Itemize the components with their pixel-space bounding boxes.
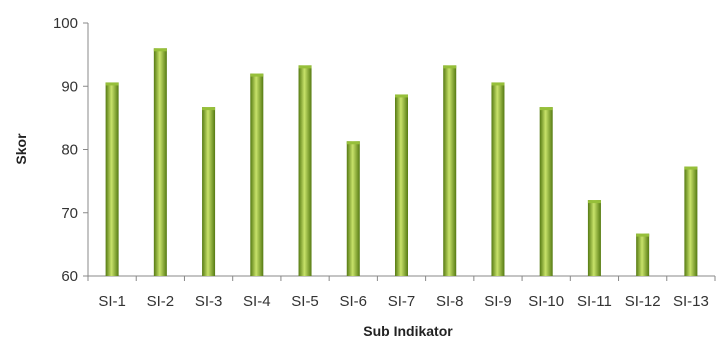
y-tick-label: 90: [61, 78, 78, 95]
bar-body: [587, 200, 601, 276]
bar-body: [491, 82, 505, 276]
bar-cap: [346, 141, 360, 145]
x-tick-label: SI-8: [436, 293, 464, 310]
bar: [153, 48, 167, 276]
bar-body: [346, 141, 360, 276]
bar: [202, 107, 216, 276]
y-tick-label: 60: [61, 268, 78, 285]
x-tick-label: SI-11: [577, 293, 612, 310]
bar: [539, 107, 553, 276]
bar: [298, 65, 312, 276]
x-tick-label: SI-13: [673, 293, 709, 310]
bar-body: [684, 166, 698, 276]
y-tick-label: 70: [61, 205, 78, 222]
x-tick-label: SI-4: [243, 293, 271, 310]
bar-body: [250, 73, 264, 276]
bar-body: [298, 65, 312, 276]
bar-cap: [250, 73, 264, 77]
bar: [346, 141, 360, 276]
y-tick-label: 80: [61, 142, 78, 159]
bar: [587, 200, 601, 276]
bar-body: [105, 82, 119, 276]
x-tick-label: SI-5: [291, 293, 319, 310]
y-axis-title: Skor: [13, 133, 29, 165]
bar: [105, 82, 119, 276]
x-tick-label: SI-12: [625, 293, 661, 310]
x-tick-label: SI-3: [195, 293, 223, 310]
bar-body: [202, 107, 216, 276]
bar: [491, 82, 505, 276]
bars: [105, 48, 698, 276]
x-tick-label: SI-2: [147, 293, 175, 310]
bar-body: [539, 107, 553, 276]
bar-cap: [105, 82, 119, 86]
x-axis-title: Sub Indikator: [363, 323, 453, 339]
bar: [250, 73, 264, 276]
y-tick-label: 100: [53, 15, 78, 32]
bar-body: [443, 65, 457, 276]
bar-cap: [636, 233, 650, 237]
x-tick-label: SI-10: [528, 293, 564, 310]
bar-cap: [202, 107, 216, 111]
bar-cap: [298, 65, 312, 69]
bar-cap: [587, 200, 601, 204]
x-axis: SI-1 SI-2 SI-3 SI-4 SI-5 SI-6 SI-7 SI-8 SI-9 SI-1…: [87, 275, 716, 310]
bar-cap: [491, 82, 505, 86]
bar-cap: [153, 48, 167, 52]
bar-cap: [395, 94, 408, 98]
bar: [395, 94, 408, 276]
y-axis: 60 70 80 90 100: [53, 15, 89, 285]
x-tick-label: SI-6: [340, 293, 368, 310]
bar-body: [395, 94, 408, 276]
x-tick-label: SI-7: [388, 293, 416, 310]
x-tick-label: SI-9: [484, 293, 512, 310]
bar-cap: [539, 107, 553, 111]
bar: [443, 65, 457, 276]
x-tick-label: SI-1: [98, 293, 126, 310]
bar: [636, 233, 650, 276]
bar-body: [153, 48, 167, 276]
bar: [684, 166, 698, 276]
bar-cap: [684, 166, 698, 170]
bar-cap: [443, 65, 457, 69]
bar-body: [636, 233, 650, 276]
